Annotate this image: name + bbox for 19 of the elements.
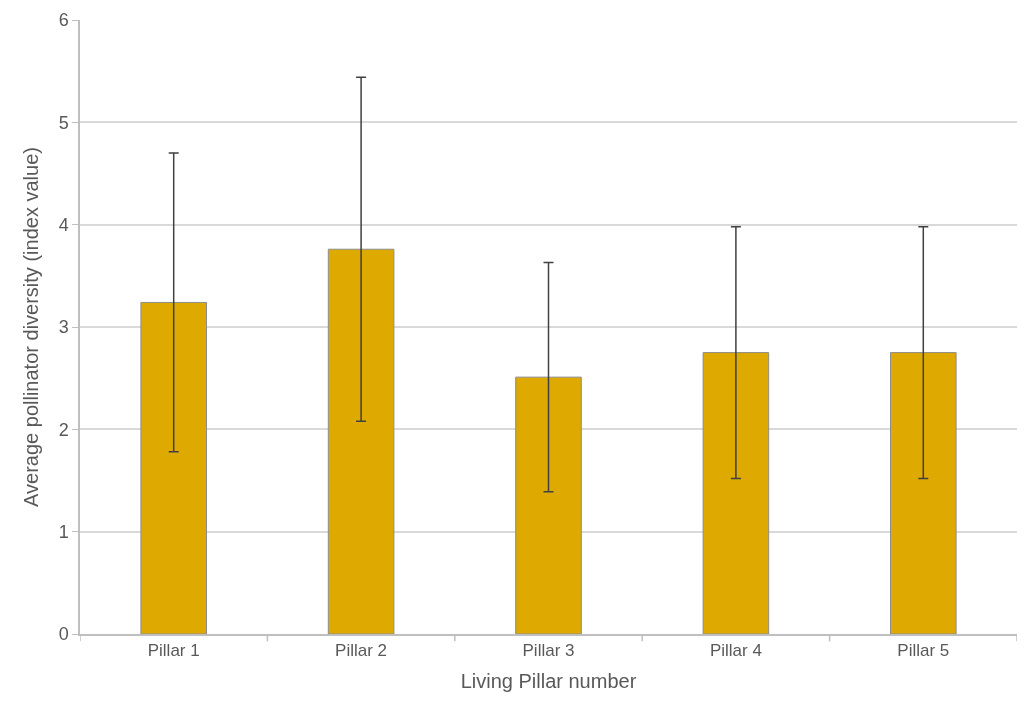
bar xyxy=(890,352,957,634)
x-tick-label: Pillar 3 xyxy=(522,641,575,661)
y-tick-label: 6 xyxy=(58,10,69,31)
y-tick-label: 4 xyxy=(58,214,69,235)
bar xyxy=(327,248,395,634)
bar xyxy=(702,352,770,634)
y-tick-label: 1 xyxy=(58,521,69,542)
x-tick-label: Pillar 5 xyxy=(897,641,950,661)
x-tick-label: Pillar 2 xyxy=(335,641,388,661)
y-tick-label: 0 xyxy=(58,624,69,645)
bar xyxy=(515,376,582,634)
y-tick-label: 5 xyxy=(58,112,69,133)
y-tick-label: 2 xyxy=(58,419,69,440)
y-axis-title: Average pollinator diversity (index value) xyxy=(19,147,42,507)
x-tick-label: Pillar 4 xyxy=(709,641,762,661)
x-tick-label: Pillar 1 xyxy=(147,641,200,661)
bar xyxy=(140,301,207,634)
y-tick-label: 3 xyxy=(58,317,69,338)
x-axis-title: Living Pillar number xyxy=(460,670,637,693)
